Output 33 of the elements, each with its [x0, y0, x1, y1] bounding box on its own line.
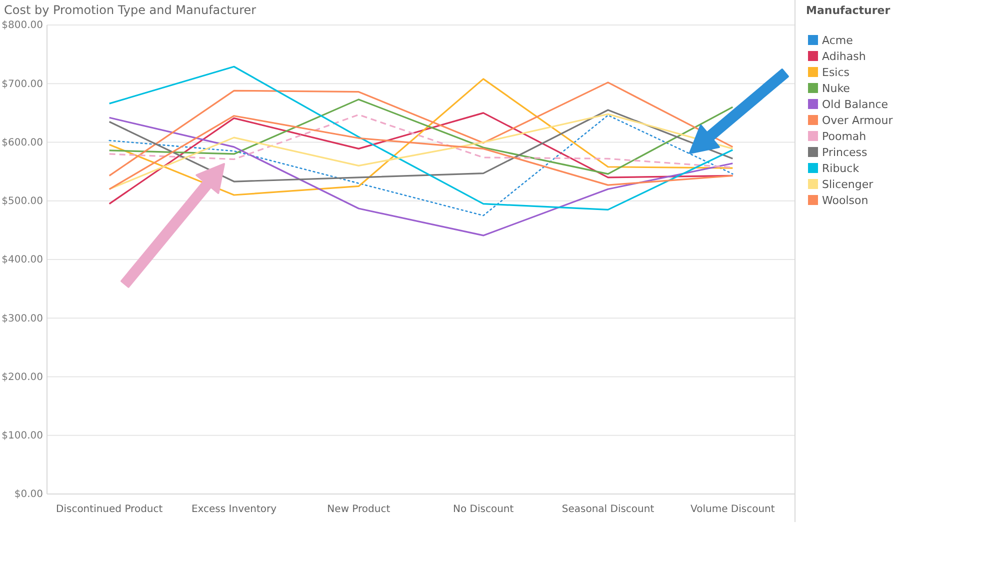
y-tick-label: $200.00 — [2, 372, 43, 383]
legend-label: Princess — [822, 146, 868, 159]
legend-label: Adihash — [822, 50, 866, 63]
line-series — [108, 82, 734, 176]
line-series — [108, 116, 734, 236]
x-tick-label: Seasonal Discount — [562, 504, 654, 516]
chart-title: Cost by Promotion Type and Manufacturer — [4, 3, 256, 17]
y-tick-label: $500.00 — [2, 196, 43, 208]
x-tick-label: Discontinued Product — [56, 504, 163, 516]
y-tick-label: $300.00 — [2, 313, 43, 324]
legend-label: Ribuck — [822, 162, 860, 175]
y-tick-label: $800.00 — [2, 20, 43, 32]
legend-label: Nuke — [822, 82, 850, 95]
legend-label: Esics — [822, 66, 850, 79]
legend-title: Manufacturer — [806, 4, 891, 17]
x-tick-label: Excess Inventory — [191, 504, 277, 516]
legend-label: Slicenger — [822, 178, 874, 191]
y-tick-label: $100.00 — [2, 430, 43, 442]
legend-label: Woolson — [822, 194, 868, 207]
legend-label: Poomah — [822, 130, 866, 143]
line-series — [108, 66, 734, 210]
y-tick-label: $0.00 — [14, 489, 43, 500]
line-series — [108, 98, 734, 175]
x-tick-label: New Product — [327, 504, 390, 516]
line-series — [108, 78, 734, 196]
legend-label: Old Balance — [822, 98, 888, 111]
x-tick-label: No Discount — [452, 504, 514, 516]
y-tick-label: $600.00 — [2, 137, 43, 148]
y-tick-label: $700.00 — [2, 78, 43, 90]
legend-label: Over Armour — [822, 114, 894, 127]
y-tick-label: $400.00 — [2, 254, 43, 266]
x-tick-label: Volume Discount — [690, 504, 775, 516]
legend-label: Acme — [822, 34, 854, 47]
